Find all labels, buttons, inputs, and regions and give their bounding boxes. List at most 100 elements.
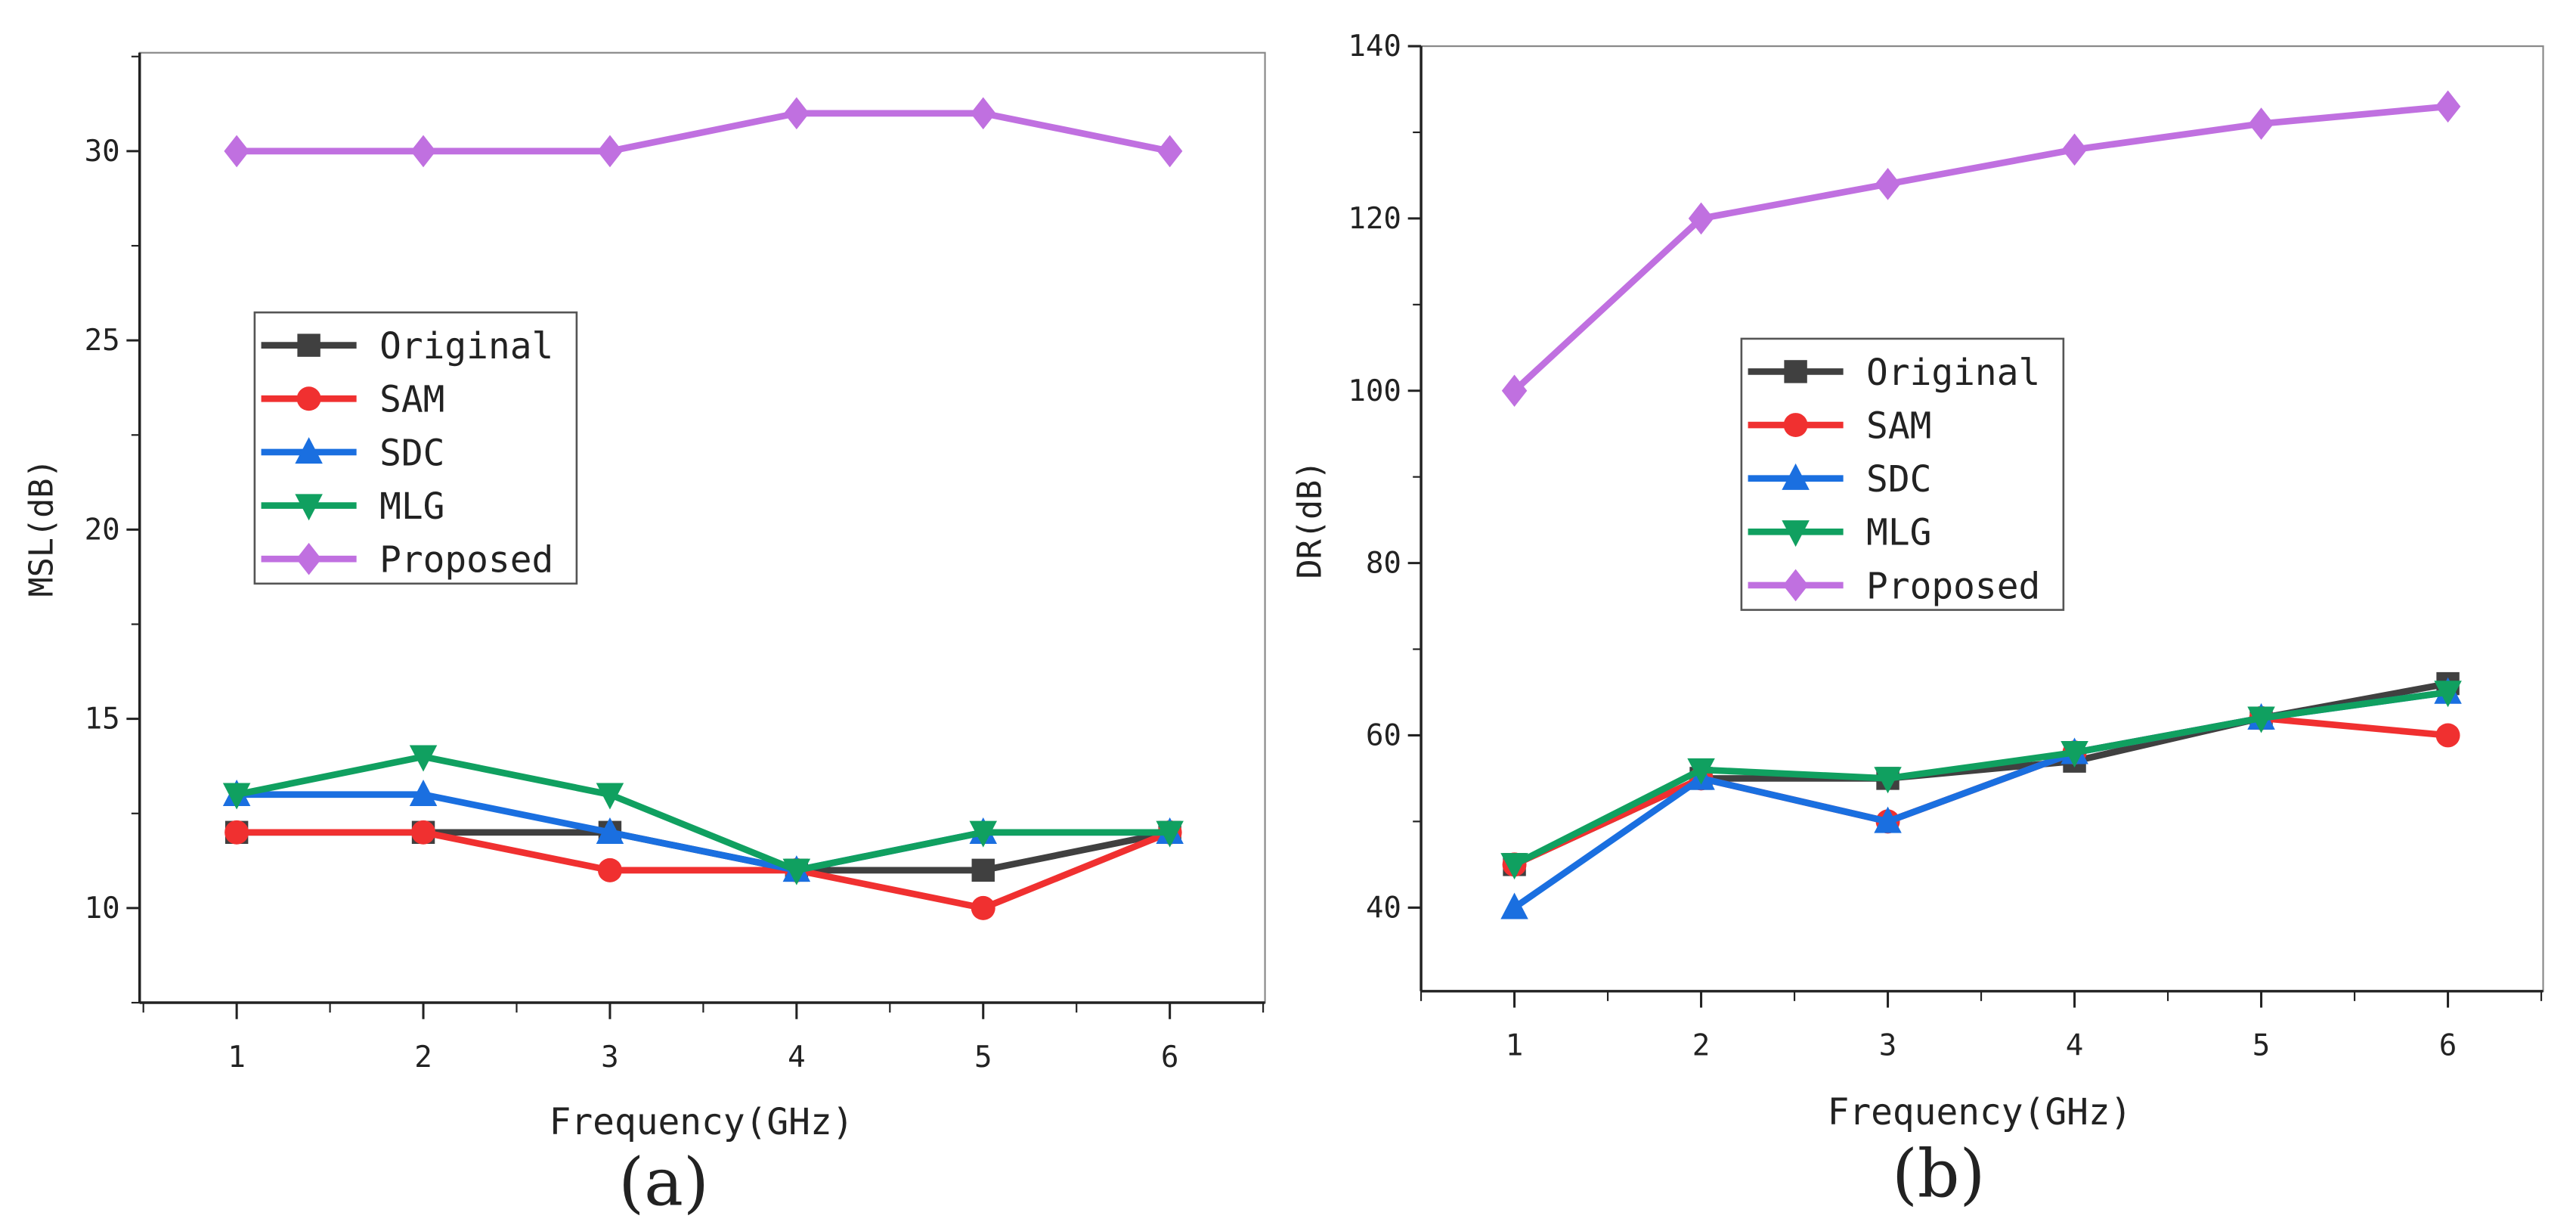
- marker-diamond: [296, 542, 322, 575]
- legend: Original SAM SDC MLG Proposed: [253, 311, 578, 585]
- data-point: [2435, 90, 2461, 123]
- series-original: [1503, 671, 2460, 876]
- y-tick-label: 120: [1348, 202, 1401, 236]
- marker-triangle-down: [1782, 520, 1810, 547]
- marker-circle: [1783, 413, 1808, 438]
- data-point: [1874, 767, 1902, 794]
- chart-panel-a: 1 2 3 4 5 6 10 15 20 25 30 Original SAM SDC MLG Propose…: [23, 51, 1266, 1220]
- marker-triangle-down: [295, 494, 323, 521]
- data-point: [784, 97, 810, 130]
- x-tick-label: 1: [1506, 1029, 1524, 1063]
- marker-square: [1784, 360, 1807, 383]
- data-point: [222, 783, 251, 810]
- data-point: [969, 820, 998, 848]
- y-tick-label: 10: [85, 892, 120, 926]
- x-tick-label: 4: [2066, 1029, 2084, 1063]
- data-point: [1688, 202, 1714, 235]
- legend-label: Proposed: [379, 540, 553, 581]
- marker-triangle-up: [1782, 463, 1810, 490]
- legend-label: Original: [1866, 352, 2040, 394]
- legend-label: Original: [379, 326, 553, 367]
- x-tick-label: 1: [228, 1040, 246, 1074]
- data-point: [971, 895, 995, 920]
- data-point: [2061, 133, 2088, 166]
- legend-item: MLG: [1748, 513, 1931, 554]
- legend-item: MLG: [261, 486, 444, 528]
- legend-label: MLG: [379, 486, 444, 528]
- y-tick-label: 20: [85, 513, 120, 547]
- data-point: [596, 783, 624, 810]
- data-point: [2060, 741, 2088, 768]
- data-point: [596, 817, 624, 845]
- y-axis-label: DR(dB): [1291, 460, 1329, 579]
- x-axis-label: Frequency(GHz): [550, 1102, 854, 1143]
- series-line: [236, 753, 1170, 874]
- data-point: [1501, 374, 1528, 408]
- series-line: [1512, 103, 2448, 393]
- series-line: [237, 110, 1171, 155]
- legend-label: SDC: [1866, 459, 1931, 501]
- y-tick-label: 80: [1366, 547, 1401, 581]
- data-point: [971, 858, 995, 882]
- data-point: [2248, 107, 2274, 140]
- data-point: [782, 858, 811, 885]
- y-tick-label: 15: [85, 702, 120, 736]
- x-tick-label: 2: [414, 1040, 432, 1074]
- y-axis-label: MSL(dB): [23, 458, 61, 597]
- x-tick-label: 4: [788, 1040, 806, 1074]
- y-tick-label: 140: [1348, 29, 1401, 64]
- legend-item: SDC: [261, 433, 444, 474]
- x-tick-label: 3: [1879, 1029, 1897, 1063]
- y-tick-label: 100: [1348, 374, 1401, 408]
- legend-item: Proposed: [261, 540, 553, 581]
- x-tick-label: 6: [2439, 1029, 2457, 1063]
- legend-item: Original: [1748, 352, 2040, 394]
- series-proposed: [224, 97, 1183, 168]
- data-point: [1500, 892, 1528, 919]
- series-line: [237, 829, 1172, 912]
- legend-label: SDC: [379, 433, 444, 474]
- series-line: [1512, 689, 2449, 868]
- data-point: [2435, 723, 2460, 748]
- legend-label: SAM: [379, 380, 444, 421]
- data-point: [2247, 706, 2275, 733]
- x-tick-label: 5: [974, 1040, 992, 1074]
- series-mlg: [222, 745, 1184, 885]
- legend-item: SAM: [1748, 405, 1931, 447]
- panel-label: (a): [618, 1143, 709, 1220]
- data-point: [224, 820, 249, 845]
- marker-diamond: [1782, 569, 1809, 602]
- data-point: [1500, 853, 1528, 880]
- series-proposed: [1501, 90, 2461, 408]
- data-point: [411, 820, 436, 845]
- x-axis-label: Frequency(GHz): [1828, 1092, 2132, 1133]
- data-point: [1687, 758, 1715, 785]
- legend-item: Original: [261, 326, 553, 367]
- y-tick-label: 60: [1366, 718, 1401, 752]
- legend-item: SAM: [261, 380, 444, 421]
- data-point: [409, 745, 438, 772]
- x-tick-label: 6: [1161, 1040, 1179, 1074]
- marker-triangle-up: [295, 437, 323, 464]
- data-point: [597, 135, 623, 168]
- series-mlg: [1500, 681, 2462, 880]
- series-sam: [1502, 705, 2460, 877]
- data-point: [1156, 820, 1184, 848]
- legend-label: MLG: [1866, 513, 1931, 554]
- panel-label: (b): [1892, 1135, 1985, 1212]
- x-tick-label: 5: [2252, 1029, 2271, 1063]
- data-point: [971, 97, 996, 130]
- legend-label: SAM: [1866, 405, 1931, 447]
- legend-item: Proposed: [1748, 566, 2040, 607]
- y-tick-label: 30: [85, 135, 120, 169]
- legend-label: Proposed: [1866, 566, 2040, 607]
- data-point: [2434, 681, 2462, 708]
- marker-square: [297, 333, 320, 357]
- y-tick-label: 40: [1366, 891, 1401, 925]
- legend-item: SDC: [1748, 459, 1931, 501]
- data-point: [1875, 168, 1901, 200]
- data-point: [409, 779, 438, 806]
- x-tick-label: 3: [601, 1040, 619, 1074]
- x-tick-label: 2: [1692, 1029, 1711, 1063]
